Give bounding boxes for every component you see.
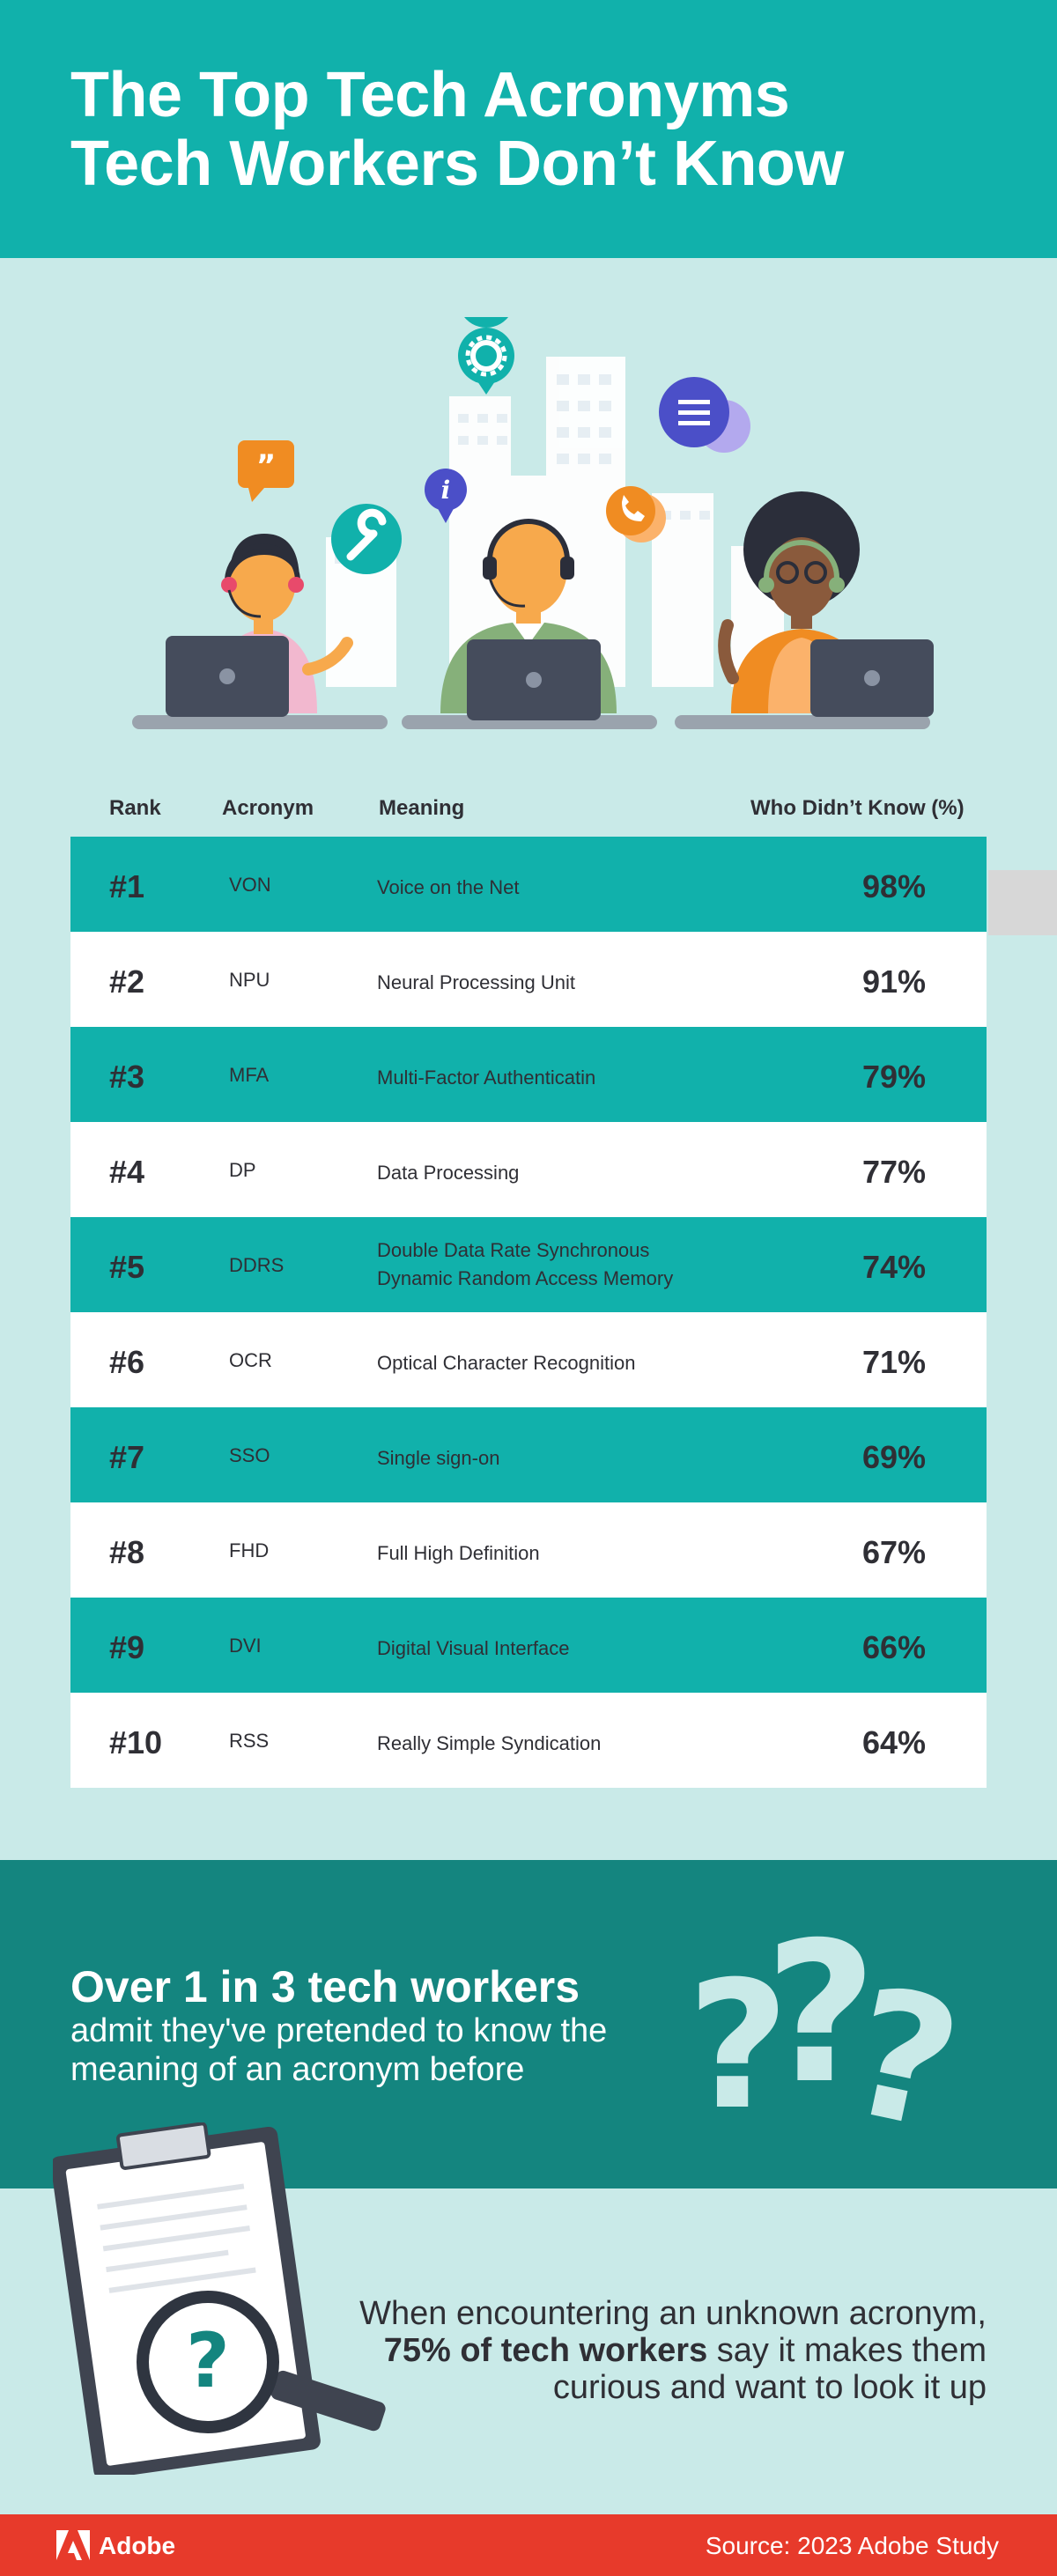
table-row: #1 VON Voice on the Net 98%: [70, 837, 987, 932]
question-marks-icon: ? ? ?: [687, 1913, 969, 2151]
acronym-table: #1 VON Voice on the Net 98% #2 NPU Neura…: [70, 837, 987, 1788]
table-row: #4 DP Data Processing 77%: [70, 1122, 987, 1217]
meaning-line2: Dynamic Random Access Memory: [377, 1267, 674, 1289]
acronym: SSO: [229, 1444, 270, 1466]
stat-headline: Over 1 in 3 tech workers: [70, 1962, 580, 2011]
rank: #2: [109, 963, 145, 1000]
acronym: RSS: [229, 1730, 270, 1752]
tech-workers-illustration: ” i: [132, 317, 934, 729]
col-meaning: Meaning: [379, 796, 465, 820]
acronym: DP: [229, 1159, 256, 1181]
percent: 91%: [861, 963, 927, 1000]
man-with-headset: [440, 519, 617, 720]
adobe-logo-icon: [56, 2530, 90, 2560]
rank: #6: [109, 1344, 145, 1380]
rank: #4: [109, 1154, 145, 1190]
svg-text:i: i: [441, 476, 451, 505]
percent: 66%: [861, 1629, 927, 1665]
woman-with-glasses-headset: [718, 491, 934, 717]
table-row: #10 RSS Really Simple Syndication 64%: [70, 1693, 987, 1788]
table-row: #2 NPU Neural Processing Unit 91%: [70, 932, 987, 1027]
quote-bubble-icon: ”: [238, 440, 294, 502]
magnifier-icon: ?: [137, 2291, 386, 2433]
meaning: Neural Processing Unit: [377, 971, 575, 993]
svg-text:?: ?: [186, 2317, 230, 2405]
table-header: Rank Acronym Meaning Who Didn’t Know (%): [70, 789, 987, 824]
table-row: #3 MFA Multi-Factor Authenticatin 79%: [70, 1027, 987, 1122]
meaning: Voice on the Net: [377, 876, 520, 898]
percent: 74%: [861, 1249, 927, 1285]
percent: 64%: [861, 1724, 927, 1760]
percent: 71%: [861, 1344, 927, 1380]
table-row: #7 SSO Single sign-on 69%: [70, 1407, 987, 1502]
footer: Adobe Source: 2023 Adobe Study: [0, 2514, 1057, 2576]
wrench-icon: [331, 504, 402, 574]
percent: 79%: [861, 1059, 927, 1095]
rank: #5: [109, 1249, 145, 1285]
meaning: Single sign-on: [377, 1447, 500, 1469]
acronym: DVI: [229, 1635, 262, 1657]
page-title-line1: The Top Tech Acronyms: [70, 60, 790, 130]
meaning: Data Processing: [377, 1162, 520, 1184]
percent: 67%: [861, 1534, 927, 1570]
clipboard-magnifier-illustration: ?: [53, 2122, 386, 2475]
gear-icon: [458, 317, 514, 395]
acronym: NPU: [229, 969, 270, 991]
meaning: Double Data Rate Synchronous Dynamic Ran…: [377, 1236, 729, 1293]
stat-body: admit they've pretended to know the mean…: [70, 2012, 608, 2088]
menu-bubble-icon: [659, 377, 750, 453]
phone-bubble-icon: [606, 486, 666, 543]
side-tab-shape: [988, 870, 1057, 935]
meaning: Really Simple Syndication: [377, 1732, 602, 1754]
acronym: FHD: [229, 1539, 270, 1561]
curious-stat-pre: When encountering an unknown acronym,: [359, 2295, 987, 2332]
percent: 98%: [861, 868, 927, 904]
percent: 77%: [861, 1154, 927, 1190]
percent: 69%: [861, 1439, 927, 1475]
rank: #10: [109, 1724, 163, 1760]
table-row: #9 DVI Digital Visual Interface 66%: [70, 1598, 987, 1693]
rank: #1: [109, 868, 145, 904]
meaning: Multi-Factor Authenticatin: [377, 1067, 596, 1089]
info-icon: i: [425, 469, 467, 523]
col-acronym: Acronym: [222, 796, 314, 820]
acronym: DDRS: [229, 1254, 285, 1276]
acronym: VON: [229, 874, 271, 896]
meaning: Full High Definition: [377, 1542, 540, 1564]
rank: #3: [109, 1059, 145, 1095]
curious-stat-bold: 75% of tech workers: [383, 2332, 708, 2369]
brand-name: Adobe: [99, 2532, 176, 2559]
meaning: Optical Character Recognition: [377, 1352, 636, 1374]
rank: #8: [109, 1534, 145, 1570]
svg-text:?: ?: [687, 1944, 789, 2149]
rank: #7: [109, 1439, 145, 1475]
acronym: MFA: [229, 1064, 270, 1086]
title-banner: The Top Tech Acronyms Tech Workers Don’t…: [0, 0, 1057, 258]
col-who-didnt-know: Who Didn’t Know (%): [750, 796, 965, 820]
table-row: #6 OCR Optical Character Recognition 71%: [70, 1312, 987, 1407]
svg-text:?: ?: [765, 1913, 877, 2126]
meaning-line1: Double Data Rate Synchronous: [377, 1239, 650, 1261]
svg-text:”: ”: [256, 448, 276, 483]
table-row: #5 DDRS Double Data Rate Synchronous Dyn…: [70, 1217, 987, 1312]
source-note: Source: 2023 Adobe Study: [705, 2532, 999, 2559]
curious-stat-post: say it makes them curious and want to lo…: [552, 2332, 987, 2406]
table-row: #8 FHD Full High Definition 67%: [70, 1502, 987, 1598]
rank: #9: [109, 1629, 145, 1665]
woman-with-headset: [166, 534, 353, 717]
acronym: OCR: [229, 1349, 272, 1371]
col-rank: Rank: [109, 796, 161, 820]
meaning: Digital Visual Interface: [377, 1637, 570, 1659]
page-title-line2: Tech Workers Don’t Know: [70, 129, 844, 199]
curious-stat: When encountering an unknown acronym, 75…: [335, 2295, 987, 2406]
